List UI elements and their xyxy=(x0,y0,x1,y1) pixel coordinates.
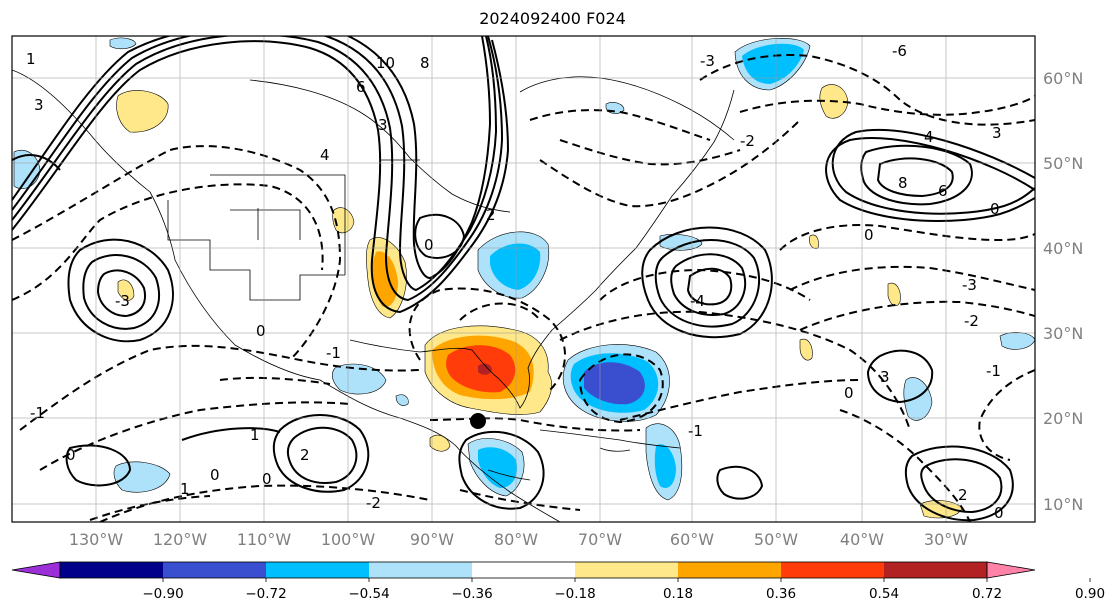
lat-label: 50°N xyxy=(1043,154,1083,173)
lat-label: 40°N xyxy=(1043,239,1083,258)
lat-label: 20°N xyxy=(1043,409,1083,428)
contour-label: 2 xyxy=(958,486,968,504)
contour-label: 0 xyxy=(66,446,76,464)
contour-labels: 10 8 6 3 -3 2 1 0 1 0 0 -4 -2 -6 -3 4 3 … xyxy=(26,42,1004,522)
contour-label: 2 xyxy=(300,446,310,464)
contour-label: -2 xyxy=(740,132,755,150)
graticule xyxy=(12,36,1035,522)
contour-label: 8 xyxy=(420,54,430,72)
latitude-labels: 60°N 50°N 40°N 30°N 20°N 10°N xyxy=(1043,69,1083,514)
colorbar-segment xyxy=(163,562,267,578)
contour-label: 6 xyxy=(356,78,366,96)
contour-label: 3 xyxy=(880,368,890,386)
lon-label: 50°W xyxy=(754,530,798,549)
colorbar-tick-label: −0.90 xyxy=(142,586,183,602)
colorbar-segment xyxy=(369,562,473,578)
colorbar-tick-label: 0.54 xyxy=(869,586,899,602)
lon-label: 120°W xyxy=(153,530,208,549)
map-frame xyxy=(11,35,1036,523)
contour-label: -3 xyxy=(700,52,715,70)
lon-label: 90°W xyxy=(410,530,454,549)
coastlines xyxy=(12,69,735,522)
contour-label: 0 xyxy=(994,504,1004,522)
map-canvas: 10 8 6 3 -3 2 1 0 1 0 0 -4 -2 -6 -3 4 3 … xyxy=(12,36,1035,522)
contour-label: 8 xyxy=(898,174,908,192)
colorbar-segment xyxy=(781,562,885,578)
contour-label: 3 xyxy=(378,116,388,134)
contour-label: -2 xyxy=(964,312,979,330)
colorbar-tick-label: 0.36 xyxy=(766,586,796,602)
colorbar-extend-low xyxy=(11,561,61,579)
colorbar: −0.90 −0.72 −0.54 −0.36 −0.18 0.18 0.36 0.54 0.7… xyxy=(11,561,1105,602)
colorbar-tick-label: 0.90 xyxy=(1075,586,1105,602)
lat-label: 60°N xyxy=(1043,69,1083,88)
colorbar-segment xyxy=(266,562,370,578)
colorbar-tick-label: −0.36 xyxy=(451,586,492,602)
colorbar-tick-label: 0.18 xyxy=(663,586,693,602)
colorbar-segment xyxy=(884,562,988,578)
contour-label: -1 xyxy=(986,362,1001,380)
lon-label: 40°W xyxy=(840,530,884,549)
lon-label: 60°W xyxy=(670,530,714,549)
negative-contours xyxy=(12,54,1035,522)
colorbar-tick-label: −0.18 xyxy=(554,586,595,602)
contour-label: 0 xyxy=(256,322,266,340)
colorbar-tick-label: −0.54 xyxy=(348,586,389,602)
lon-label: 130°W xyxy=(69,530,124,549)
contour-label: -3 xyxy=(962,276,977,294)
colorbar-segment xyxy=(60,562,164,578)
contour-label: -1 xyxy=(326,344,341,362)
contour-label: 1 xyxy=(26,50,36,68)
colorbar-extend-high xyxy=(986,561,1036,579)
contour-label: 4 xyxy=(320,146,330,164)
lon-label: 70°W xyxy=(578,530,622,549)
colorbar-segment xyxy=(575,562,679,578)
longitude-labels: 130°W 120°W 110°W 100°W 90°W 80°W 70°W 6… xyxy=(69,530,968,549)
contour-label: 0 xyxy=(844,384,854,402)
contour-label: 0 xyxy=(864,226,874,244)
map-title: 2024092400 F024 xyxy=(479,9,626,28)
contour-label: 2 xyxy=(486,206,496,224)
contour-label: 6 xyxy=(938,182,948,200)
lon-label: 110°W xyxy=(237,530,292,549)
contour-label: -1 xyxy=(688,422,703,440)
contour-label: -3 xyxy=(115,292,130,310)
positive-contours xyxy=(12,36,1035,522)
contour-label: -2 xyxy=(366,494,381,512)
contour-label: 0 xyxy=(990,200,1000,218)
contour-label: 0 xyxy=(424,236,434,254)
contour-label: -6 xyxy=(892,42,907,60)
location-marker xyxy=(470,413,486,429)
lon-label: 80°W xyxy=(494,530,538,549)
contour-label: -1 xyxy=(30,404,45,422)
contour-label: 1 xyxy=(180,480,190,498)
contour-label: 3 xyxy=(992,124,1002,142)
lat-label: 30°N xyxy=(1043,324,1083,343)
colorbar-frame xyxy=(59,561,988,579)
colorbar-segment xyxy=(678,562,782,578)
contour-label: 10 xyxy=(376,54,395,72)
colorbar-segment xyxy=(472,562,576,578)
colorbar-tick-label: 0.72 xyxy=(972,586,1002,602)
contour-label: 4 xyxy=(924,128,934,146)
colorbar-tick-label: −0.72 xyxy=(245,586,286,602)
contour-label: -4 xyxy=(690,292,705,310)
lon-label: 30°W xyxy=(924,530,968,549)
lon-label: 100°W xyxy=(321,530,376,549)
contour-label: 0 xyxy=(262,470,272,488)
contour-label: 1 xyxy=(250,426,260,444)
contour-label: 0 xyxy=(210,466,220,484)
contour-label: 3 xyxy=(34,96,44,114)
lat-label: 10°N xyxy=(1043,495,1083,514)
